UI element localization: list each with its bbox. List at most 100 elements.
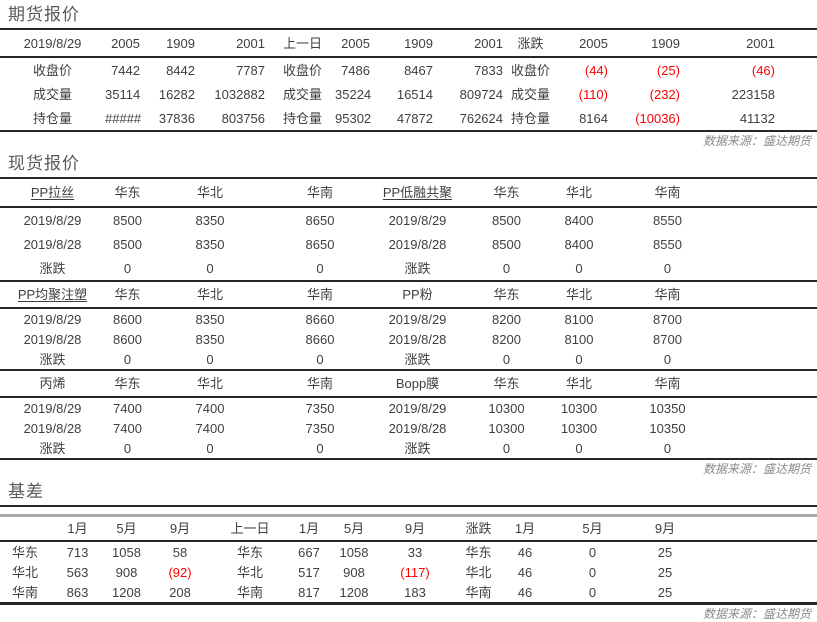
table-cell: 8600: [113, 331, 142, 347]
empty-cell: [780, 106, 817, 131]
row-label: 涨跌: [39, 440, 66, 456]
table-cell: (92): [168, 564, 192, 580]
column-header: 2001: [438, 30, 508, 58]
column-header: 9月: [640, 515, 690, 542]
column-header: 1月: [50, 515, 105, 542]
table-cell: 7400: [113, 400, 142, 416]
table-row: 2019/8/28 8600 8350 8660 2019/8/28 8200 …: [0, 329, 817, 349]
row-label: 华南: [236, 584, 263, 600]
row-label: 2019/8/28: [388, 420, 447, 436]
table-row: 2019/8/29 8600 8350 8660 2019/8/29 8200 …: [0, 308, 817, 329]
row-label: 2019/8/28: [23, 236, 82, 252]
table-cell: 37836: [158, 110, 195, 126]
table-cell: 8500: [113, 236, 142, 252]
row-label: 涨跌: [39, 260, 66, 276]
table-cell: 1208: [112, 584, 141, 600]
column-header: 9月: [378, 515, 452, 542]
column-header: 上一日: [270, 30, 335, 58]
product-header: PP拉丝: [0, 179, 105, 208]
table-cell: 8350: [195, 236, 225, 252]
row-label: 2019/8/29: [23, 400, 82, 416]
table-cell: 817: [298, 584, 320, 600]
column-header: 涨跌: [508, 30, 553, 58]
empty-cell: [780, 82, 817, 106]
table-cell: 41132: [739, 110, 775, 126]
futures-title: 期货报价: [0, 0, 817, 30]
table-cell: 7400: [113, 420, 142, 436]
product-header: Bopp膜: [370, 371, 465, 398]
table-cell: 8500: [113, 212, 142, 228]
table-cell: 0: [588, 544, 597, 560]
column-header: 5月: [545, 515, 640, 542]
table-cell: 0: [316, 260, 324, 276]
data-source-note: 数据来源：盛达期货: [702, 462, 811, 476]
empty-cell: [690, 562, 817, 582]
table-cell: 10350: [649, 400, 686, 416]
table-row: 2019/8/28 7400 7400 7350 2019/8/28 10300…: [0, 418, 817, 438]
row-label: 涨跌: [404, 260, 431, 276]
table-row: 华北 563 908 (92) 华北 517 908 (117) 华北 46 0…: [0, 562, 817, 582]
empty-cell: [725, 349, 817, 370]
table-cell: 8200: [492, 331, 521, 347]
row-label: 华南: [11, 584, 38, 600]
row-label: 2019/8/29: [23, 311, 82, 327]
table-cell: 0: [502, 440, 511, 456]
table-row: 华东 713 1058 58 华东 667 1058 33 华东 46 0 25: [0, 541, 817, 562]
column-header: 华北: [150, 371, 270, 398]
column-header: 1909: [145, 30, 200, 58]
spot-table-2: PP均聚注塑 华东 华北 华南 PP粉 华东 华北 华南 2019/8/29 8…: [0, 282, 817, 371]
column-header: 1月: [505, 515, 545, 542]
table-cell: 8350: [195, 331, 225, 347]
table-row: 成交量 35114 16282 1032882 成交量 35224 16514 …: [0, 82, 817, 106]
row-label: 收盘价: [32, 62, 72, 78]
table-cell: 7350: [305, 400, 335, 416]
empty-cell: [725, 329, 817, 349]
row-label: 华东: [465, 544, 492, 560]
table-cell: 25: [657, 564, 673, 580]
empty-cell: [725, 397, 817, 418]
table-cell: (117): [400, 564, 430, 580]
row-label: 2019/8/29: [388, 400, 447, 416]
empty-cell: [690, 515, 817, 542]
table-header-row: 1月 5月 9月 上一日 1月 5月 9月 涨跌 1月 5月 9月: [0, 515, 817, 542]
table-cell: 8164: [579, 110, 608, 126]
row-label: 涨跌: [404, 351, 431, 367]
empty-cell: [725, 282, 817, 309]
column-header: 华东: [105, 282, 150, 309]
column-header: 华东: [465, 371, 548, 398]
table-cell: 7400: [195, 400, 225, 416]
table-cell: 762624: [459, 110, 503, 126]
row-label: 华东: [236, 544, 263, 560]
row-label: 2019/8/28: [23, 420, 82, 436]
column-header: 华南: [270, 179, 370, 208]
column-header: 华北: [548, 179, 610, 208]
table-cell: 46: [517, 544, 533, 560]
row-label: 持仓量: [282, 110, 322, 126]
product-header: PP均聚注塑: [0, 282, 105, 309]
table-row: 持仓量 ##### 37836 803756 持仓量 95302 47872 7…: [0, 106, 817, 131]
table-cell: 25: [657, 544, 673, 560]
basis-section: 基差 1月 5月 9月 上一日 1月 5月 9月 涨跌 1月 5月 9月 华东 …: [0, 477, 817, 622]
row-label: 2019/8/28: [388, 331, 447, 347]
table-cell: 16282: [158, 86, 195, 102]
column-header: 华东: [465, 282, 548, 309]
column-header: 华北: [548, 282, 610, 309]
column-header: 5月: [105, 515, 148, 542]
row-label: 持仓量: [510, 110, 550, 126]
row-label: 华北: [236, 564, 263, 580]
table-cell: 183: [404, 584, 426, 600]
table-cell: 0: [663, 440, 672, 456]
data-source-note: 数据来源：盛达期货: [702, 607, 811, 621]
row-label: 持仓量: [32, 110, 72, 126]
table-cell: 0: [316, 440, 324, 456]
table-cell: 46: [517, 564, 533, 580]
table-cell: 58: [172, 544, 188, 560]
table-cell: 0: [575, 351, 583, 367]
empty-cell: [690, 541, 817, 562]
column-header: 2005: [335, 30, 375, 58]
table-cell: 908: [115, 564, 138, 580]
row-label: 2019/8/29: [23, 212, 82, 228]
table-row: 涨跌 0 0 0 涨跌 0 0 0: [0, 438, 817, 459]
table-cell: 0: [502, 351, 511, 367]
row-label: 成交量: [510, 86, 550, 102]
